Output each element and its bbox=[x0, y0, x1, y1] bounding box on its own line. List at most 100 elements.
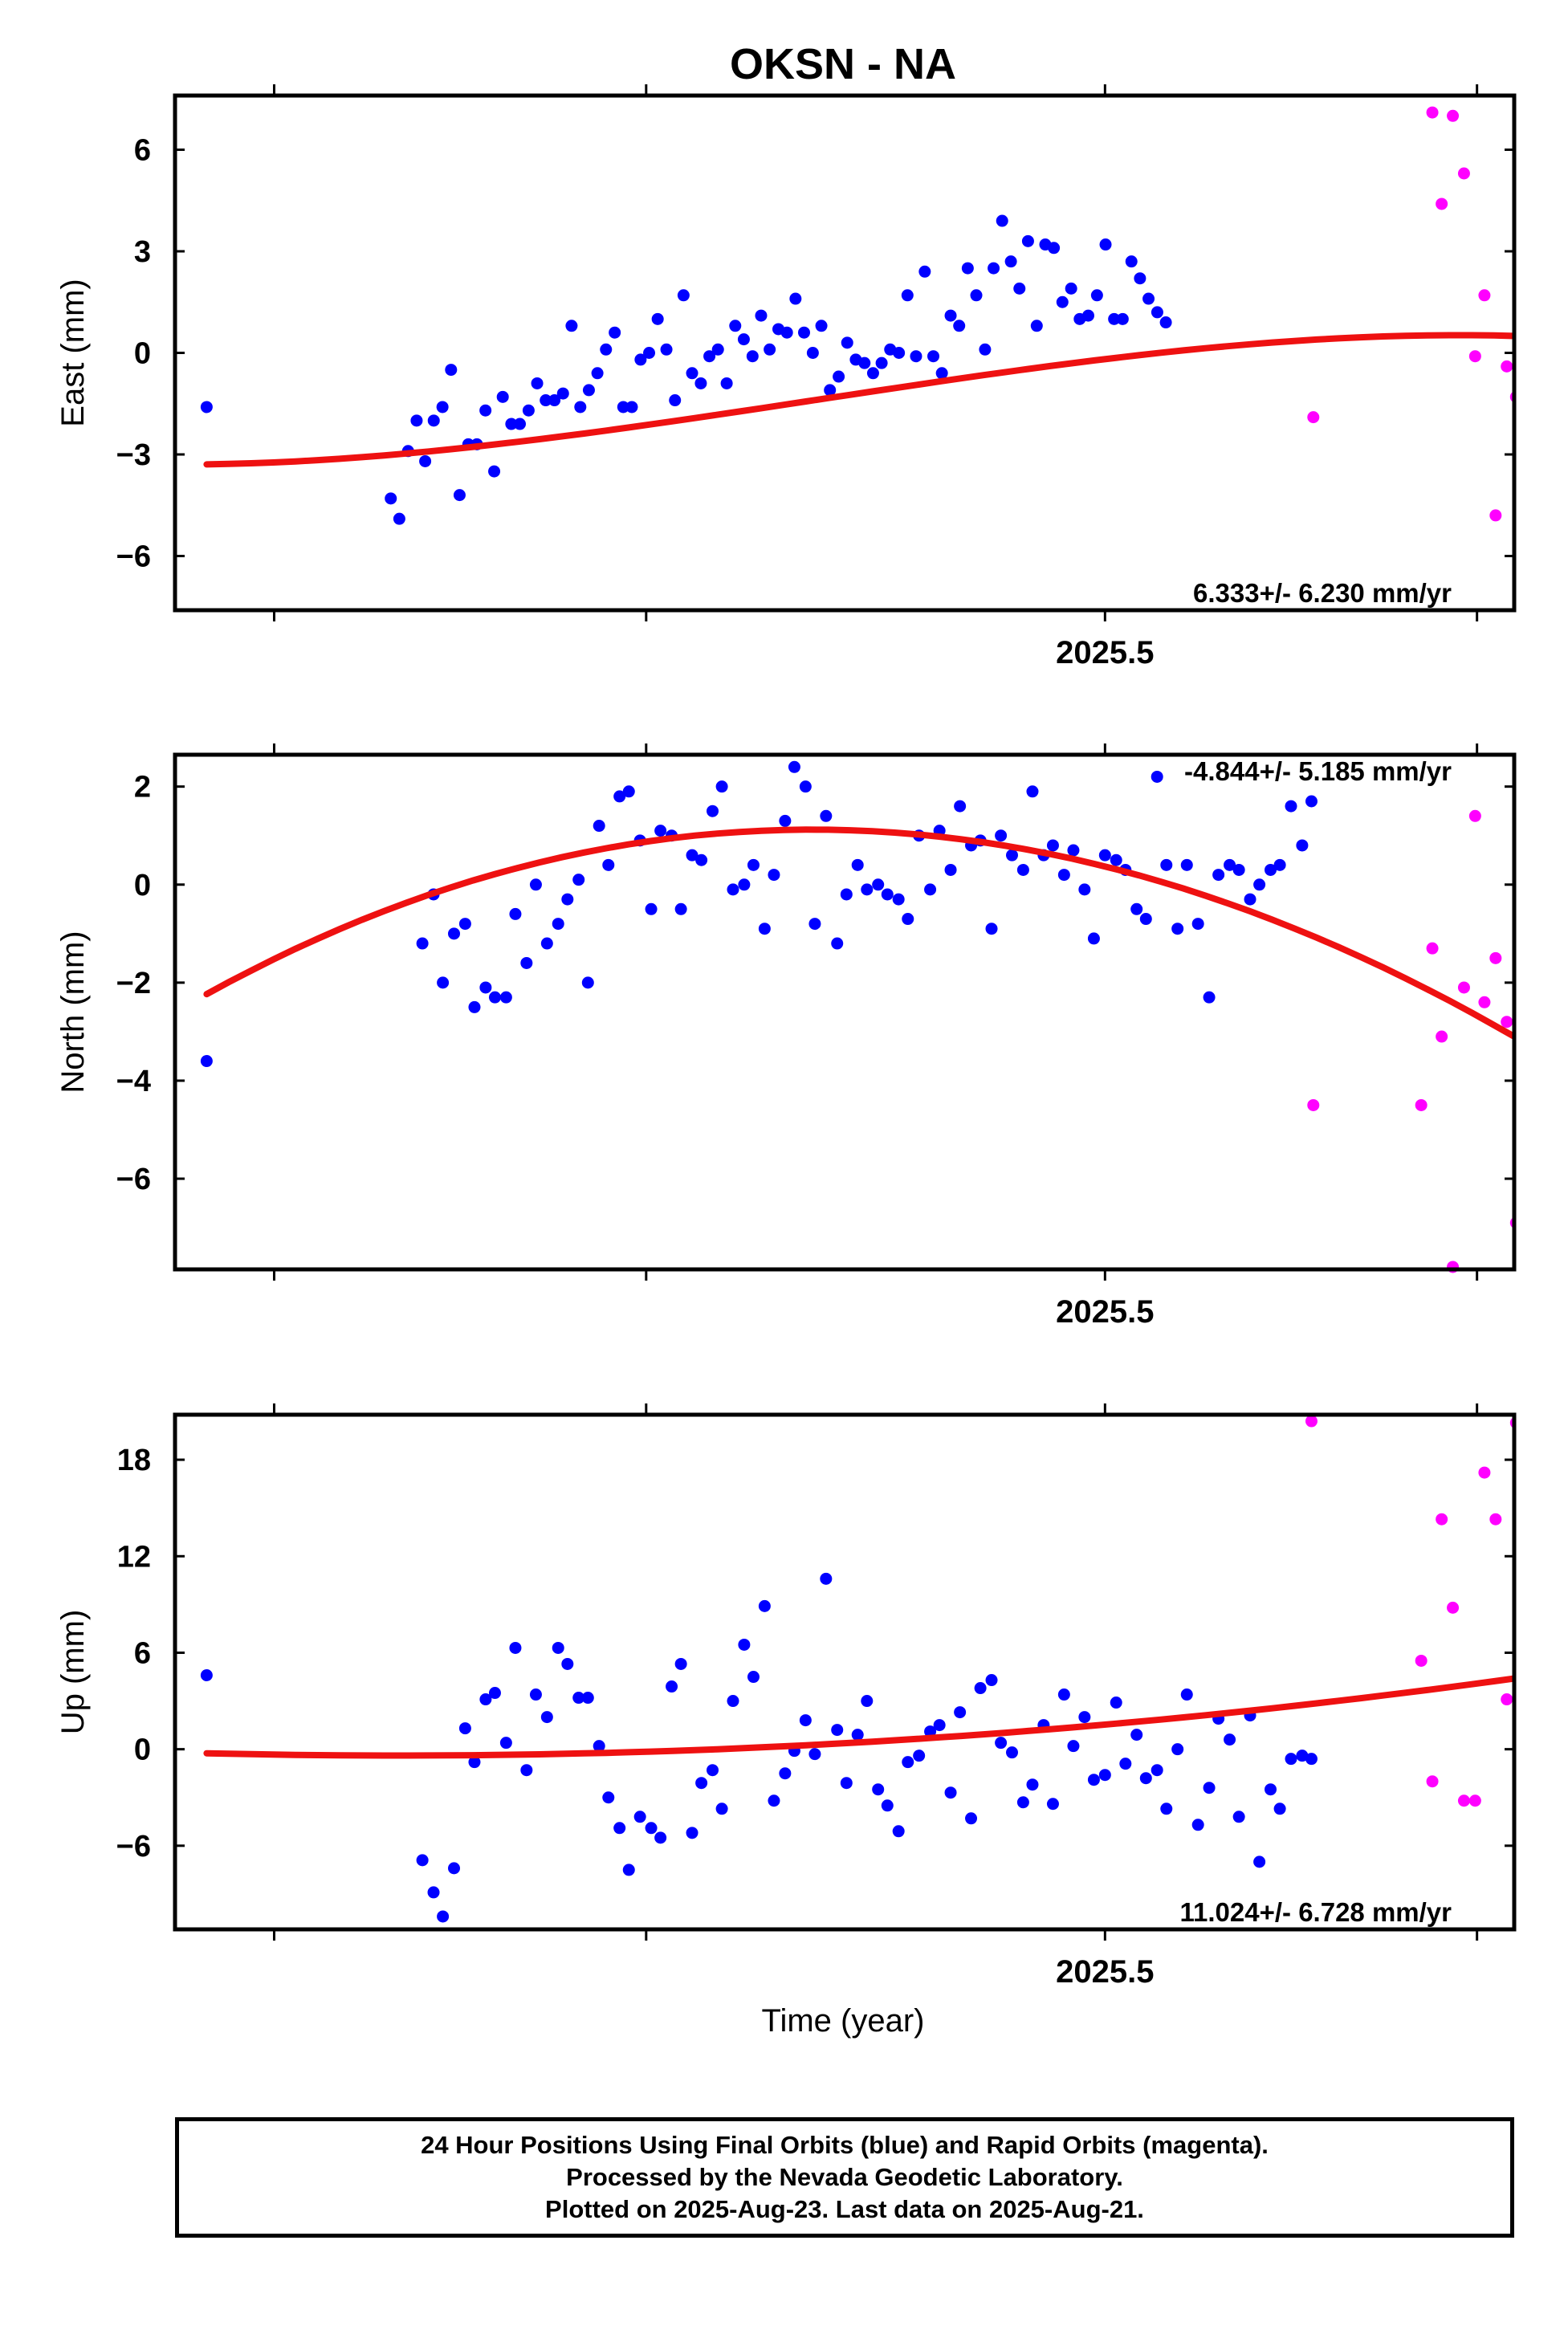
north-final-point bbox=[479, 981, 492, 994]
up-final-point bbox=[851, 1729, 864, 1741]
north-final-point bbox=[654, 825, 667, 837]
east-y-tick-label: −3 bbox=[116, 438, 151, 472]
east-final-point bbox=[436, 401, 449, 413]
east-rapid-point bbox=[1426, 106, 1439, 119]
north-final-point bbox=[458, 918, 471, 931]
north-final-point bbox=[892, 893, 905, 906]
north-final-point bbox=[540, 937, 553, 950]
east-final-point bbox=[1108, 312, 1121, 325]
east-final-point bbox=[875, 356, 888, 369]
east-y-axis-label: East (mm) bbox=[55, 279, 91, 426]
east-rapid-point bbox=[1489, 509, 1502, 522]
up-final-point bbox=[561, 1657, 574, 1670]
east-final-point bbox=[540, 394, 552, 407]
up-rapid-point bbox=[1489, 1513, 1502, 1525]
up-final-point bbox=[1110, 1697, 1122, 1709]
north-final-point bbox=[1087, 932, 1100, 945]
east-final-point bbox=[531, 377, 544, 389]
up-rapid-point bbox=[1415, 1654, 1427, 1667]
east-final-point bbox=[1151, 306, 1163, 319]
east-rapid-point bbox=[1468, 350, 1481, 363]
east-final-point bbox=[625, 401, 638, 413]
east-final-point bbox=[634, 353, 647, 366]
up-rapid-point bbox=[1305, 1415, 1318, 1428]
north-final-point bbox=[613, 790, 626, 803]
up-final-point bbox=[633, 1811, 646, 1823]
north-final-point bbox=[985, 923, 998, 935]
north-final-point bbox=[840, 888, 853, 901]
up-final-point bbox=[1139, 1772, 1152, 1785]
north-final-point bbox=[1171, 923, 1184, 935]
east-final-point bbox=[669, 394, 682, 407]
east-final-point bbox=[1004, 255, 1017, 268]
east-final-point bbox=[901, 289, 914, 302]
east-final-point bbox=[953, 320, 966, 332]
east-y-tick-label: 6 bbox=[134, 133, 151, 167]
east-final-point bbox=[996, 214, 1008, 227]
east-final-point bbox=[556, 387, 569, 400]
north-final-point bbox=[1224, 858, 1236, 871]
east-final-point bbox=[988, 262, 1000, 275]
east-final-point bbox=[1142, 292, 1155, 305]
north-final-point bbox=[572, 874, 585, 886]
north-final-point bbox=[1305, 795, 1318, 808]
up-final-point bbox=[1067, 1740, 1080, 1753]
north-final-point bbox=[1180, 858, 1193, 871]
east-rapid-point bbox=[1478, 289, 1491, 302]
east-final-point bbox=[1013, 282, 1026, 295]
up-final-point bbox=[881, 1799, 894, 1812]
east-final-point bbox=[927, 350, 940, 363]
east-final-point bbox=[1048, 242, 1061, 255]
east-rapid-point bbox=[1521, 347, 1533, 359]
north-final-point bbox=[1046, 839, 1059, 852]
up-final-point bbox=[1224, 1733, 1236, 1746]
north-final-point bbox=[1139, 913, 1152, 926]
north-y-tick-label: −4 bbox=[116, 1065, 151, 1098]
east-final-point bbox=[806, 347, 819, 359]
up-final-point bbox=[520, 1764, 533, 1777]
up-final-point bbox=[674, 1657, 687, 1670]
east-final-point bbox=[1134, 272, 1146, 285]
north-rapid-point bbox=[1436, 1030, 1448, 1043]
north-final-point bbox=[509, 907, 522, 920]
up-rapid-point bbox=[1468, 1794, 1481, 1807]
east-final-point bbox=[505, 418, 518, 430]
up-y-axis-label: Up (mm) bbox=[55, 1610, 91, 1735]
up-final-point bbox=[965, 1812, 978, 1825]
north-final-point bbox=[768, 869, 780, 882]
up-final-point bbox=[924, 1725, 937, 1738]
north-rapid-point bbox=[1457, 981, 1470, 994]
east-x-tick-label: 2025.5 bbox=[1056, 635, 1154, 670]
up-final-point bbox=[831, 1724, 844, 1737]
east-final-point bbox=[833, 370, 845, 383]
east-final-point bbox=[582, 384, 595, 397]
up-final-point bbox=[913, 1750, 926, 1762]
up-final-point bbox=[1151, 1764, 1163, 1777]
east-final-point bbox=[643, 347, 656, 359]
up-final-point bbox=[799, 1714, 812, 1727]
east-final-point bbox=[200, 401, 213, 413]
east-final-point bbox=[1056, 295, 1069, 308]
up-y-tick-label: 12 bbox=[117, 1540, 151, 1574]
east-final-point bbox=[737, 333, 750, 346]
up-final-point bbox=[602, 1791, 615, 1804]
up-final-point bbox=[933, 1719, 946, 1732]
up-final-point bbox=[892, 1825, 905, 1838]
north-final-point bbox=[872, 878, 885, 891]
up-final-point bbox=[437, 1910, 450, 1923]
east-final-point bbox=[944, 309, 957, 322]
east-final-point bbox=[591, 367, 604, 380]
up-final-point bbox=[622, 1864, 635, 1876]
north-final-point bbox=[645, 902, 658, 915]
east-y-tick-label: −6 bbox=[116, 540, 151, 574]
east-final-point bbox=[427, 414, 440, 427]
up-rapid-point bbox=[1436, 1513, 1448, 1525]
up-final-point bbox=[715, 1802, 728, 1815]
up-final-point bbox=[1016, 1796, 1029, 1809]
footer-line-2: Processed by the Nevada Geodetic Laborat… bbox=[566, 2163, 1123, 2191]
east-final-point bbox=[609, 326, 621, 339]
east-final-point bbox=[711, 343, 724, 356]
north-final-point bbox=[602, 858, 615, 871]
up-rapid-point bbox=[1478, 1466, 1491, 1479]
north-final-point bbox=[738, 878, 751, 891]
